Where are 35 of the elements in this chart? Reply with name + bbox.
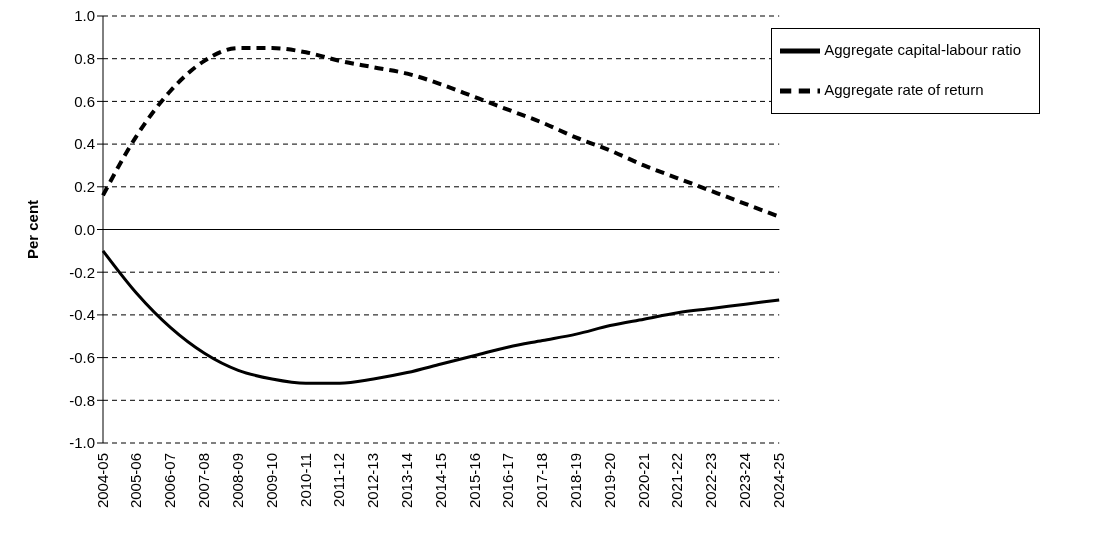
x-tick-label: 2017-18 <box>533 453 551 509</box>
y-tick-label: -0.4 <box>69 306 95 324</box>
x-tick-label: 2007-08 <box>195 453 213 509</box>
x-tick-label: 2006-07 <box>161 453 179 509</box>
x-tick-label: 2013-14 <box>397 453 415 509</box>
y-tick-label: 0.4 <box>74 135 95 153</box>
x-tick-label: 2022-23 <box>702 453 720 509</box>
x-tick-label: 2015-16 <box>465 453 483 509</box>
y-tick-label: 0.0 <box>74 220 95 238</box>
x-tick-label: 2024-25 <box>769 453 787 509</box>
y-tick-label: 1.0 <box>74 7 95 25</box>
y-tick-label: -1.0 <box>69 434 95 452</box>
y-tick-label: -0.2 <box>69 263 95 281</box>
y-tick-label: 0.8 <box>74 50 95 68</box>
x-tick-label: 2021-22 <box>668 453 686 509</box>
y-axis-title: Per cent <box>24 199 42 260</box>
x-tick-label: 2004-05 <box>93 453 111 509</box>
y-tick-label: 0.6 <box>74 92 95 110</box>
y-tick-label: -0.8 <box>69 391 95 409</box>
legend-label: Aggregate capital-labour ratio <box>824 40 1021 58</box>
x-tick-label: 2005-06 <box>127 453 145 509</box>
x-tick-label: 2014-15 <box>431 453 449 509</box>
x-tick-label: 2020-21 <box>634 453 652 509</box>
x-tick-label: 2012-13 <box>364 453 382 509</box>
x-tick-label: 2008-09 <box>228 453 246 509</box>
x-tick-label: 2016-17 <box>499 453 517 509</box>
x-tick-label: 2019-20 <box>600 453 618 509</box>
x-tick-label: 2018-19 <box>566 453 584 509</box>
x-tick-label: 2023-24 <box>736 453 754 509</box>
y-tick-label: 0.2 <box>74 178 95 196</box>
y-tick-label: -0.6 <box>69 348 95 366</box>
x-tick-label: 2009-10 <box>262 453 280 509</box>
legend-label: Aggregate rate of return <box>824 80 984 98</box>
x-tick-label: 2011-12 <box>330 453 348 507</box>
x-tick-label: 2010-11 <box>296 453 314 507</box>
